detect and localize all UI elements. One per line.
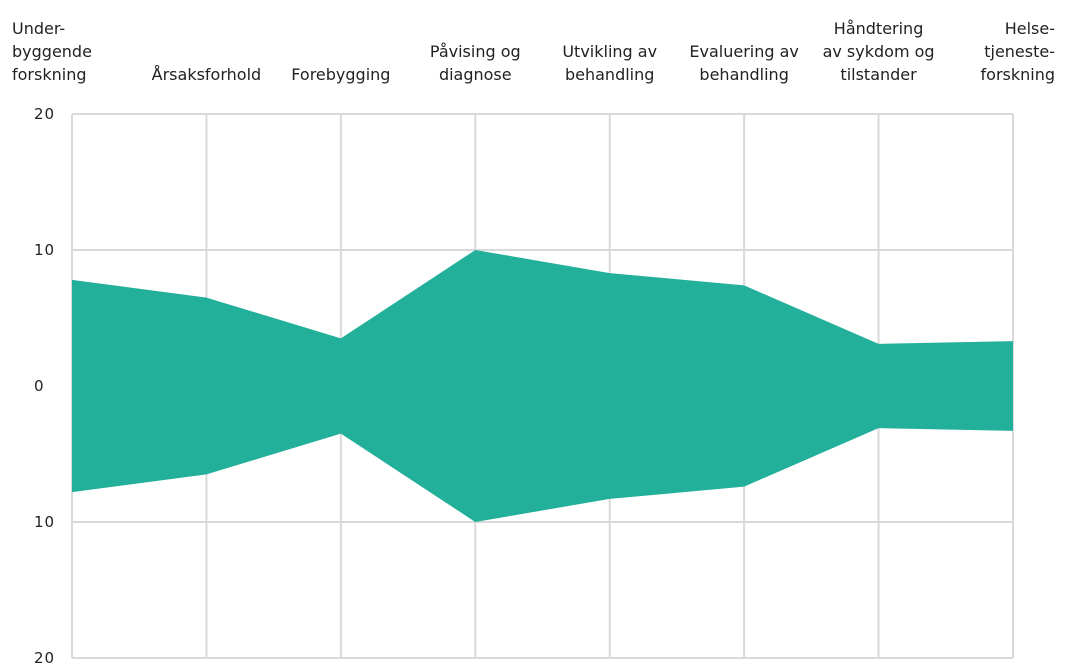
category-label: Under-byggende forskning — [12, 19, 92, 84]
category-label: Helse-tjeneste-forskning — [981, 19, 1055, 84]
category-labels: Under-byggende forskning Årsaksforhold Fore… — [12, 19, 1055, 84]
category-label: Forebygging — [291, 65, 390, 84]
area-series — [71, 249, 1014, 522]
category-label: Håndtering av sykdom og tilstander — [823, 19, 935, 84]
y-tick-label: 10 — [34, 513, 55, 531]
area-mark — [72, 250, 1013, 522]
y-tick-label: 10 — [34, 241, 55, 259]
y-tick-label: 0 — [34, 377, 45, 395]
category-label: Påvising og diagnose — [430, 42, 521, 84]
category-label: Evaluering av behandling — [689, 42, 799, 84]
y-tick-label: 20 — [34, 105, 55, 123]
category-label: Årsaksforhold — [152, 65, 262, 84]
y-axis: 20 10 0 10 20 — [34, 105, 55, 667]
category-label: Utvikling av behandling — [562, 42, 657, 84]
y-tick-label: 20 — [34, 649, 55, 667]
